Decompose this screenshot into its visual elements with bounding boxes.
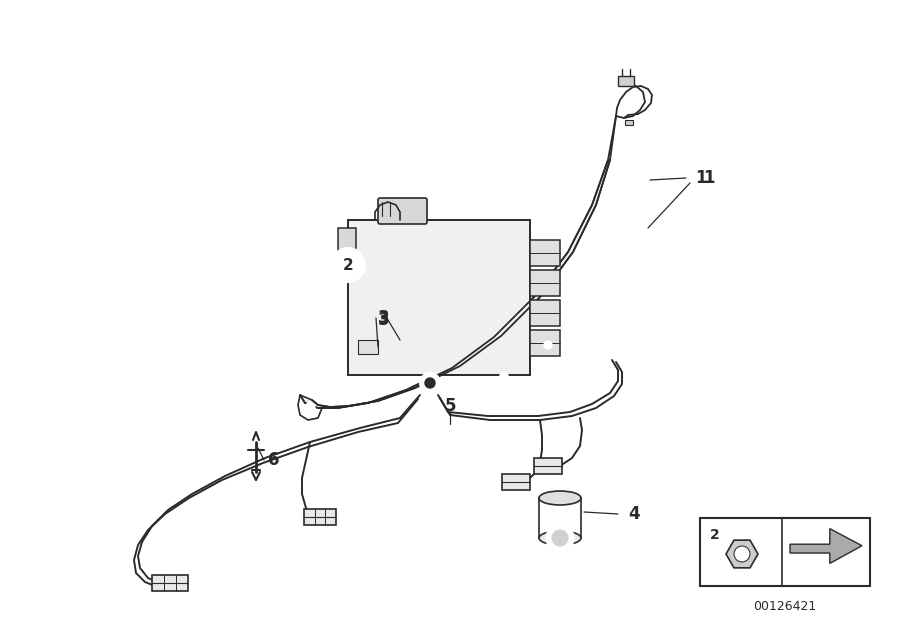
Polygon shape [304,509,336,525]
Circle shape [602,251,610,259]
Text: 1: 1 [695,169,707,187]
Circle shape [425,378,435,388]
Circle shape [734,546,750,562]
Polygon shape [152,575,188,591]
Text: 4: 4 [628,505,640,523]
Text: 00126421: 00126421 [753,600,816,613]
Circle shape [546,524,574,552]
Bar [348,220,530,375]
Text: 1: 1 [703,169,715,187]
Circle shape [544,341,552,349]
Circle shape [305,403,315,413]
Circle shape [420,373,440,393]
Text: 3: 3 [378,309,390,327]
Bar [530,240,560,266]
Bar [625,120,633,125]
Bar [338,228,356,250]
Text: 2: 2 [343,258,354,272]
Ellipse shape [539,491,581,505]
Polygon shape [790,529,862,563]
Circle shape [500,372,508,380]
Bar [530,330,560,356]
FancyBboxPatch shape [378,198,427,224]
Text: 2: 2 [710,528,720,542]
Circle shape [578,298,586,306]
Circle shape [620,196,628,204]
Bar [358,340,378,354]
Bar [700,518,870,586]
Polygon shape [534,458,562,474]
Ellipse shape [539,531,581,545]
Bar [530,300,560,326]
Text: 5: 5 [445,397,455,415]
Text: 6: 6 [268,451,280,469]
Text: 3: 3 [378,311,390,329]
Polygon shape [502,474,530,490]
Bar [530,270,560,296]
Polygon shape [300,160,610,408]
Circle shape [552,530,568,546]
Bar [618,76,634,86]
Circle shape [331,248,365,282]
